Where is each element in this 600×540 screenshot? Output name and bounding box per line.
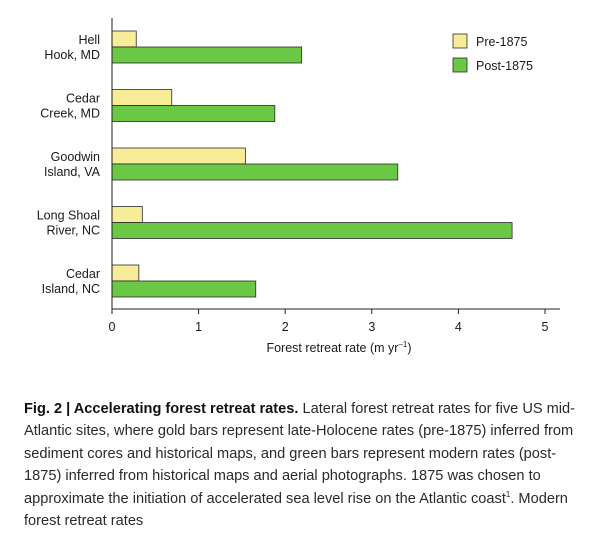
legend: Pre-1875 Post-1875 xyxy=(452,33,533,73)
category-label-line: River, NC xyxy=(47,224,100,238)
category-label-line: Island, NC xyxy=(42,282,100,296)
category-label: Long Shoal River, NC xyxy=(37,209,100,238)
caption-body: Lateral forest retreat rates for five US… xyxy=(24,401,576,507)
bar-pre-1875-3 xyxy=(111,206,143,223)
caption-title: Fig. 2 | Accelerating forest retreat rat… xyxy=(24,401,299,417)
bar-post-1875-2 xyxy=(111,163,399,181)
category-label-line: Goodwin xyxy=(51,150,100,164)
x-tick-label: 0 xyxy=(109,320,116,334)
category-label-line: Creek, MD xyxy=(40,107,100,121)
category-label-line: Island, VA xyxy=(44,165,101,179)
bar-pre-1875-4 xyxy=(111,264,140,282)
bar-pre-1875-2 xyxy=(111,147,246,165)
caption-reference: 1 xyxy=(505,489,511,499)
category-label: Hell Hook, MD xyxy=(44,33,100,62)
x-tick-label: 1 xyxy=(195,320,202,334)
figure-caption: Fig. 2 | Accelerating forest retreat rat… xyxy=(24,398,584,532)
x-tick-label: 5 xyxy=(542,320,549,334)
category-label: Goodwin Island, VA xyxy=(44,150,101,179)
x-tick-label: 4 xyxy=(455,320,462,334)
bar-post-1875-4 xyxy=(111,280,257,298)
x-ticks: 0 1 2 3 4 5 xyxy=(109,309,549,334)
category-label-line: Hook, MD xyxy=(44,48,100,62)
x-tick-label: 2 xyxy=(282,320,289,334)
category-label: Cedar Creek, MD xyxy=(40,92,100,121)
bar-post-1875-0 xyxy=(111,46,303,64)
category-label-line: Long Shoal xyxy=(37,209,100,223)
legend-swatch-post-1875 xyxy=(452,57,468,73)
bar-pre-1875-1 xyxy=(111,89,173,106)
x-axis-label: Forest retreat rate (m yr–1) xyxy=(266,340,411,355)
caption-tail: . Modern forest retreat rates xyxy=(24,490,568,530)
legend-swatch-pre-1875 xyxy=(452,33,468,49)
x-tick-label: 3 xyxy=(368,320,375,334)
legend-label-pre-1875: Pre-1875 xyxy=(476,35,527,49)
axes xyxy=(111,18,560,310)
category-label-line: Hell xyxy=(78,33,100,47)
bar-pre-1875-0 xyxy=(111,30,137,48)
category-label-line: Cedar xyxy=(66,267,100,281)
bar-post-1875-3 xyxy=(111,222,513,239)
legend-label-post-1875: Post-1875 xyxy=(476,59,533,73)
bar-group xyxy=(111,30,513,298)
bar-post-1875-1 xyxy=(111,105,276,122)
category-label: Cedar Island, NC xyxy=(42,267,100,296)
category-label-line: Cedar xyxy=(66,92,100,106)
